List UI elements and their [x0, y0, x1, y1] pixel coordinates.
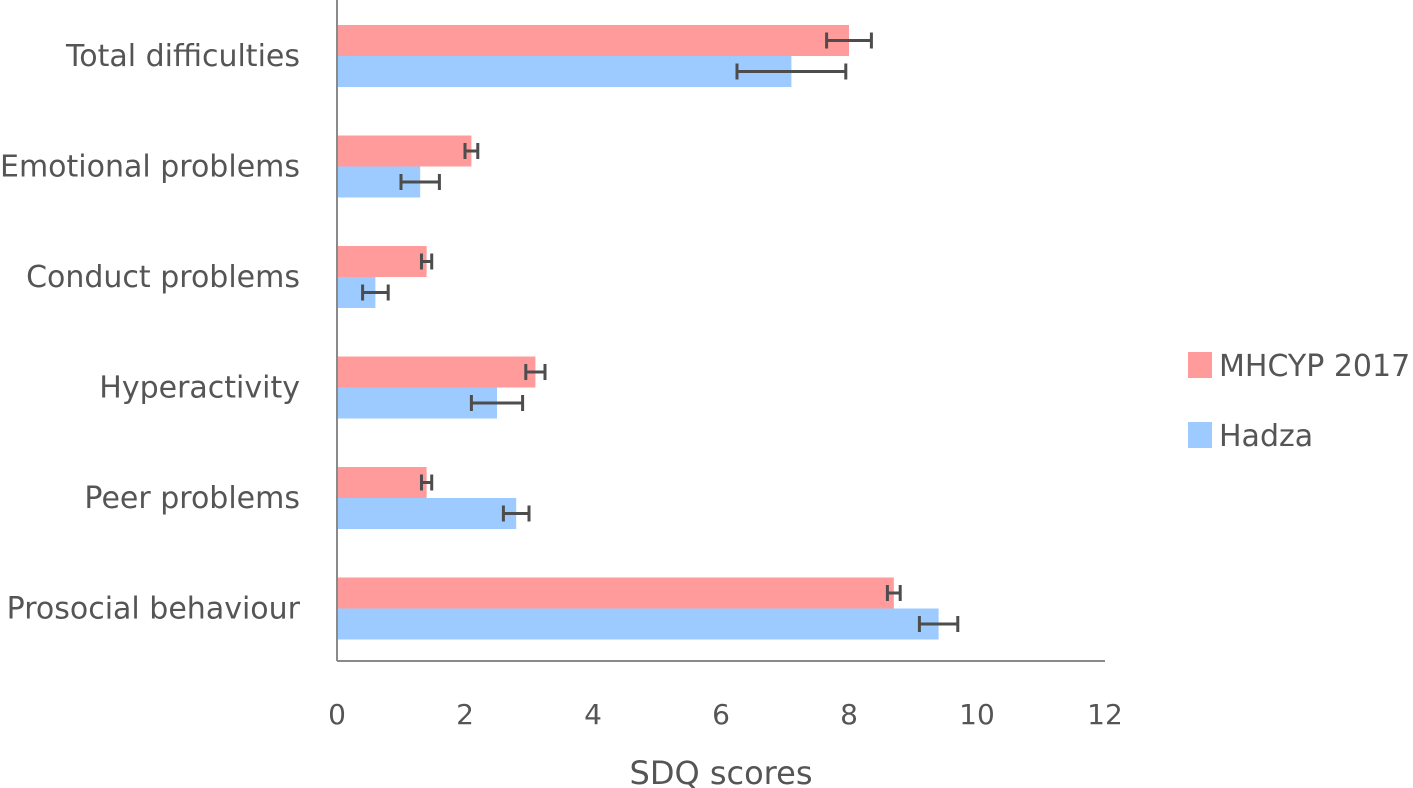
error-bar-mhcyp-2017	[419, 253, 434, 270]
x-tick-label: 12	[1087, 698, 1123, 731]
category-label: Peer problems	[84, 481, 300, 516]
bar-mhcyp-2017	[337, 246, 427, 277]
bar-mhcyp-2017	[337, 25, 849, 56]
legend-label-mhcyp-2017: MHCYP 2017	[1219, 349, 1410, 384]
bar-hadza	[337, 608, 939, 640]
category-label: Hyperactivity	[99, 371, 300, 406]
bar-mhcyp-2017	[337, 356, 536, 388]
x-tick-label: 4	[584, 698, 602, 731]
legend-label-hadza: Hadza	[1219, 419, 1313, 454]
x-tick-label: 6	[712, 698, 730, 731]
bar-mhcyp-2017	[337, 467, 427, 498]
legend: MHCYP 2017 Hadza	[1188, 349, 1410, 454]
bar-hadza	[337, 56, 792, 87]
error-bar-hadza	[501, 505, 531, 522]
x-tick-label: 8	[840, 698, 858, 731]
error-bar-mhcyp-2017	[419, 474, 434, 491]
error-bar-hadza	[917, 616, 960, 632]
category-labels: Total difficulties Emotional problems Cond…	[0, 39, 301, 627]
error-bars-group	[361, 32, 960, 632]
error-bar-hadza	[361, 284, 390, 301]
x-tick-labels: 0 2 4 6 8 10 12	[328, 698, 1123, 731]
error-bar-hadza	[469, 395, 525, 411]
error-bar-hadza	[735, 63, 848, 80]
legend-swatch-hadza	[1188, 422, 1212, 448]
legend-swatch-mhcyp-2017	[1188, 352, 1212, 378]
category-label: Emotional problems	[0, 150, 300, 185]
bar-mhcyp-2017	[337, 135, 472, 167]
category-label: Conduct problems	[26, 260, 300, 295]
x-tick-label: 10	[959, 698, 995, 731]
bars-group	[337, 25, 939, 640]
x-axis-title: SDQ scores	[630, 754, 813, 788]
error-bar-mhcyp-2017	[885, 585, 902, 601]
error-bar-mhcyp-2017	[825, 32, 873, 49]
bar-hadza	[337, 498, 517, 529]
error-bar-mhcyp-2017	[524, 364, 547, 380]
x-tick-label: 2	[456, 698, 474, 731]
error-bar-hadza	[399, 174, 441, 190]
error-bar-mhcyp-2017	[463, 143, 480, 159]
bar-mhcyp-2017	[337, 577, 894, 609]
category-label: Total difficulties	[65, 39, 300, 74]
category-label: Prosocial behaviour	[7, 592, 301, 627]
x-tick-label: 0	[328, 698, 346, 731]
